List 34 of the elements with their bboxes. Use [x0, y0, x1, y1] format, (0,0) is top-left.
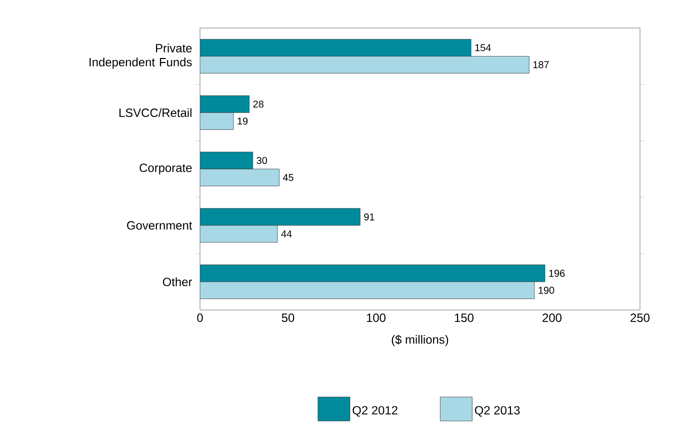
x-tick-label: 100	[366, 314, 386, 322]
y-tick-label: Corporate	[140, 164, 192, 174]
bar	[200, 152, 253, 170]
x-tick-label: 50	[282, 314, 294, 322]
data-label: 19	[238, 118, 248, 125]
bar	[200, 39, 472, 56]
bar	[200, 208, 360, 226]
data-label: 154	[475, 44, 491, 52]
legend-label: Q2 2012	[352, 406, 398, 417]
bar	[200, 56, 530, 74]
x-axis-title: ($ millions)	[392, 334, 448, 346]
bar	[200, 95, 250, 113]
bar	[200, 112, 234, 130]
x-tick-label: 0	[197, 314, 203, 322]
data-label: 44	[281, 230, 292, 238]
data-label: 30	[256, 156, 268, 164]
y-tick-label: Other	[162, 277, 192, 286]
data-label: 190	[538, 286, 554, 294]
bar	[200, 225, 278, 243]
x-tick-label: 200	[542, 314, 562, 322]
bar	[200, 168, 280, 186]
bar	[200, 264, 546, 282]
bar	[200, 282, 535, 300]
data-label: 28	[253, 100, 264, 108]
data-label: 45	[282, 174, 294, 181]
data-label: 196	[549, 270, 565, 277]
data-label: 91	[364, 213, 374, 220]
x-tick-label: 150	[454, 314, 474, 322]
y-tick-label: Private Independent Funds	[90, 44, 192, 69]
data-label: 187	[533, 61, 549, 68]
x-tick-label: 250	[630, 314, 650, 322]
y-tick-label: LSVCC/Retail	[119, 108, 192, 117]
y-tick-label: Government	[127, 221, 192, 230]
legend-label: Q2 2013	[474, 406, 520, 417]
